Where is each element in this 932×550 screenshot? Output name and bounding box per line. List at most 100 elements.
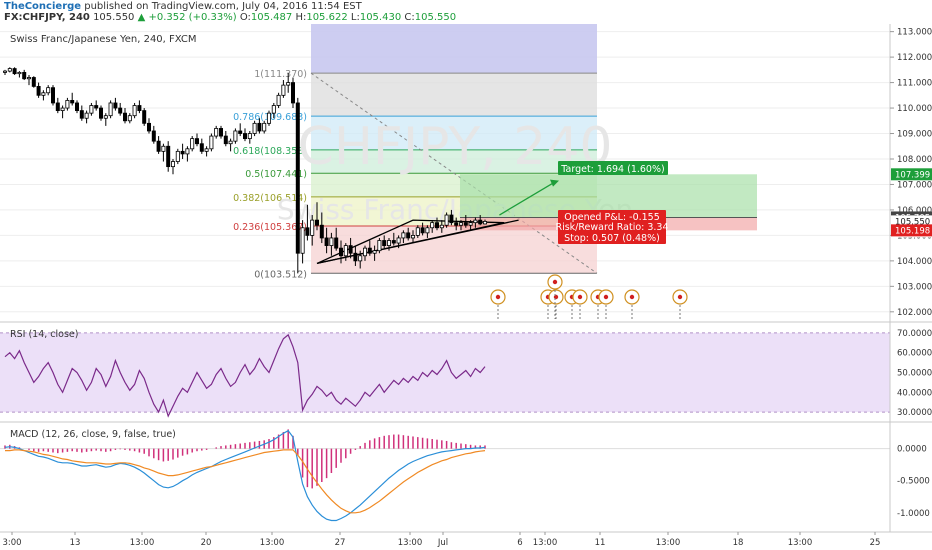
candle-body — [300, 227, 305, 254]
candle-body — [65, 100, 70, 109]
price-badge-label: 107.399 — [895, 170, 930, 180]
price-tick-label: 108.000 — [897, 155, 932, 165]
candle-body — [166, 145, 171, 168]
candle-body — [84, 112, 89, 119]
time-tick-label: Jul — [437, 538, 448, 548]
candle-body — [262, 122, 267, 132]
candle-body — [449, 214, 454, 224]
price-tick-label: 103.000 — [897, 282, 932, 292]
macd-tick-label: -0.5000 — [897, 477, 930, 487]
candle-body — [103, 115, 108, 119]
published-text: published on TradingView.com, July 04, 2… — [84, 1, 362, 12]
candle-body — [118, 107, 123, 114]
candle-body — [151, 130, 156, 142]
candle-body — [180, 150, 185, 155]
event-dot — [603, 294, 609, 300]
candle-body — [266, 112, 271, 124]
macd-pane[interactable]: MACD (12, 26, close, 9, false, true) — [0, 429, 890, 522]
time-tick-label: 13:00 — [656, 538, 681, 548]
candle-body — [142, 110, 147, 124]
time-tick-label: 27 — [335, 538, 346, 548]
candle-body — [170, 161, 175, 168]
rsi-tick-label: 70.0000 — [897, 329, 932, 339]
candle-body — [209, 135, 214, 150]
price-tick-label: 106.000 — [897, 206, 932, 216]
main-pane[interactable]: 1(111.370)0.786(109.683)0.618(108.358)0.… — [0, 24, 890, 319]
last-price: 105.550 — [93, 12, 135, 23]
candle-body — [420, 227, 425, 234]
open-value: 105.487 — [250, 12, 293, 23]
candle-body — [70, 100, 75, 104]
candle-body — [372, 250, 377, 254]
fib-level-label: 0.5(107.441) — [245, 169, 307, 180]
price-badge-label: 105.198 — [895, 226, 930, 236]
pnl-label: Opened P&L: -0.155 — [564, 212, 660, 223]
candle-body — [271, 105, 276, 114]
candle-body — [175, 150, 180, 162]
candle-body — [286, 82, 291, 86]
candle-body — [358, 255, 363, 262]
candle-body — [26, 77, 31, 80]
rsi-tick-label: 40.0000 — [897, 388, 932, 398]
candle-body — [324, 237, 329, 246]
candle-body — [185, 148, 190, 155]
candle-body — [463, 222, 468, 226]
candle-body — [242, 133, 247, 140]
price-change: ▲ +0.352 (+0.33%) — [137, 12, 237, 23]
price-tick-label: 110.000 — [897, 104, 932, 114]
candle-body — [247, 133, 252, 140]
macd-tick-label: 0.0000 — [897, 445, 927, 455]
time-tick-label: 13:00 — [788, 538, 813, 548]
candle-body — [362, 247, 367, 257]
candle-body — [382, 240, 387, 246]
fib-level-label: 0.236(105.367) — [233, 222, 307, 233]
candle-body — [434, 222, 439, 229]
candle-body — [257, 122, 262, 132]
candle-body — [17, 71, 22, 75]
candle-body — [204, 148, 209, 152]
candle-body — [55, 102, 60, 111]
macd-tick-label: -1.0000 — [897, 509, 930, 519]
candle-body — [113, 102, 118, 109]
target-arrow-line — [499, 181, 556, 216]
time-tick-label: 13:00 — [260, 538, 285, 548]
candle-body — [314, 219, 319, 226]
candle-body — [99, 107, 104, 119]
candle-body — [75, 102, 80, 111]
time-tick-label: 13:00 — [130, 538, 155, 548]
rsi-label: RSI (14, close) — [10, 329, 78, 340]
candle-body — [223, 135, 228, 145]
candle-body — [12, 68, 17, 75]
candle-body — [310, 219, 315, 236]
time-tick-label: 20 — [201, 538, 212, 548]
candle-body — [46, 87, 51, 94]
price-badge — [891, 224, 932, 237]
candle-body — [425, 227, 430, 234]
candle-body — [276, 94, 281, 106]
fib-top-zone — [311, 24, 597, 74]
event-dot — [677, 294, 683, 300]
rsi-tick-label: 30.0000 — [897, 408, 932, 418]
candle-body — [252, 122, 257, 134]
candle-body — [454, 222, 459, 226]
candle-body — [348, 245, 353, 254]
candle-body — [36, 86, 41, 96]
price-tick-label: 102.000 — [897, 308, 932, 318]
macd-signal-line — [5, 449, 486, 514]
rsi-pane[interactable]: RSI (14, close) — [0, 329, 890, 418]
candle-body — [406, 232, 411, 239]
time-tick-label: 6 — [517, 538, 522, 548]
candle-body — [51, 87, 56, 104]
rsi-tick-label: 60.0000 — [897, 349, 932, 359]
price-tick-label: 111.000 — [897, 79, 932, 89]
candle-body — [377, 240, 382, 252]
candle-body — [79, 110, 84, 119]
price-chart[interactable]: 1(111.370)0.786(109.683)0.618(108.358)0.… — [0, 24, 932, 550]
candle-body — [228, 140, 233, 145]
candle-body — [391, 240, 396, 244]
price-badge-label: 105.550 — [895, 217, 930, 227]
candle-body — [343, 245, 348, 257]
fib-zone — [311, 149, 597, 174]
author-name[interactable]: TheConcierge — [4, 1, 82, 12]
price-tick-label: 112.000 — [897, 53, 932, 63]
